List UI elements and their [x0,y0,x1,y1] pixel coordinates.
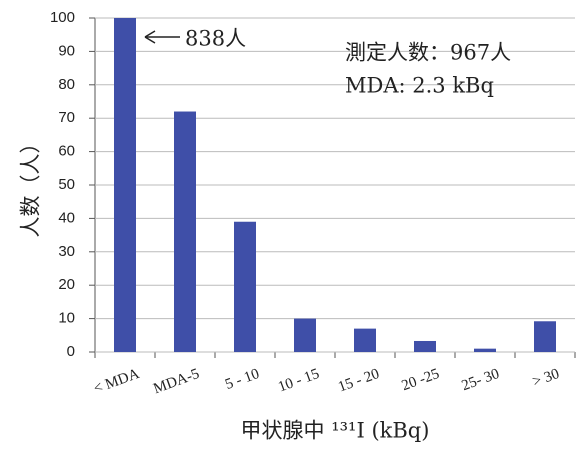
y-tick-label: 70 [58,109,75,126]
x-tick-label: 5 - 10 [223,366,261,393]
plot-area [114,18,556,352]
x-tick-label: > 30 [530,366,561,390]
y-tick-label: 20 [58,276,75,293]
y-tick-label: 0 [67,343,75,360]
annotation-arrowhead [144,30,156,44]
x-axis-label: 甲状腺中 ¹³¹I (kBq) [241,419,430,443]
y-tick-label: 100 [50,9,75,26]
annotation: MDA: 2.3 kBq [345,74,494,98]
x-tick-label: 20 -25 [400,366,442,394]
x-tick-label: 15 - 20 [336,366,381,396]
bar [114,18,136,352]
y-tick-label: 10 [58,310,75,327]
y-tick-label: 40 [58,209,75,226]
bar [474,348,496,352]
x-tick-label: MDA-5 [151,366,201,397]
bar [414,340,436,352]
bar [294,318,316,352]
x-tick-label: < MDA [92,366,142,397]
x-tick-label: 10 - 15 [276,366,321,396]
annotation: 838人 [185,27,246,51]
y-tick-label: 90 [58,42,75,59]
bar [174,111,196,352]
bar [234,221,256,352]
bar [534,321,556,352]
y-tick-label: 30 [58,243,75,260]
y-axis-label: 人数（人） [19,133,43,238]
y-tick-label: 50 [58,176,75,193]
x-tick-label: 25- 30 [460,366,502,394]
y-tick-label: 80 [58,76,75,93]
y-tick-label: 60 [58,143,75,160]
bar [354,328,376,352]
annotation: 測定人数：967人 [345,41,511,65]
